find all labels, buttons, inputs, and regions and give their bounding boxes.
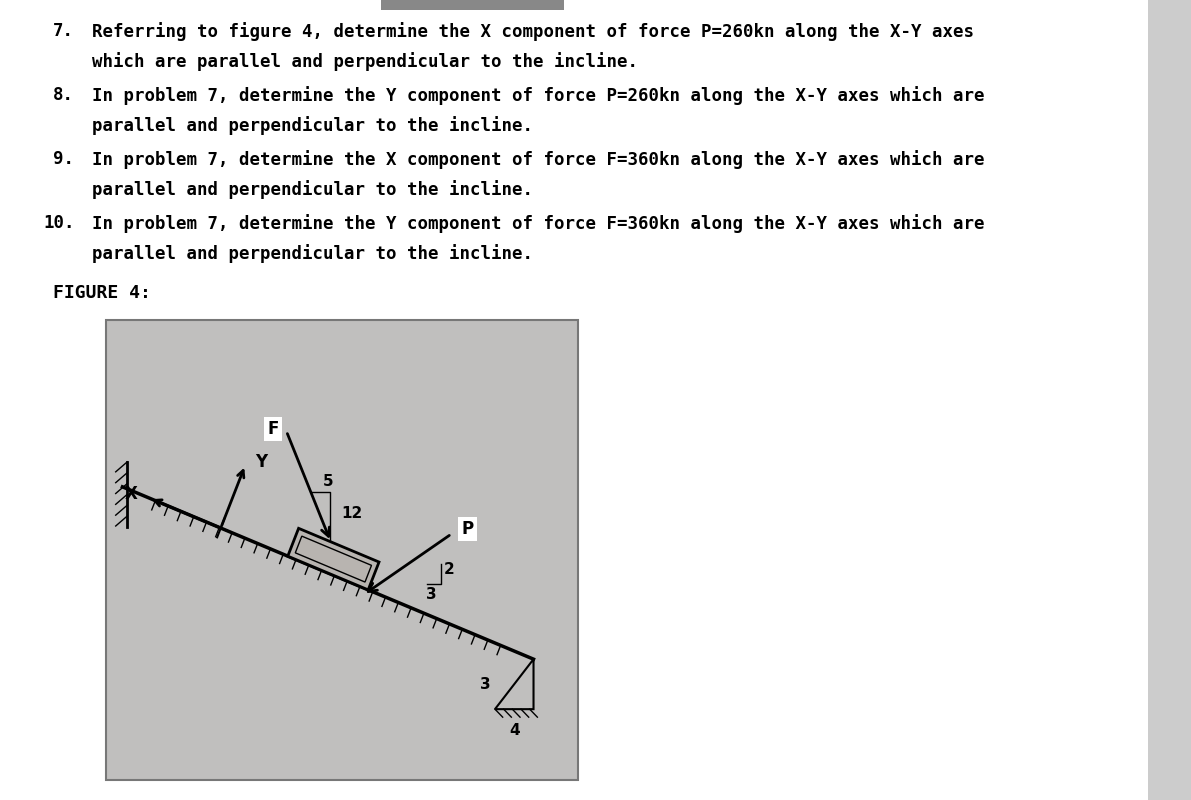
Text: 3: 3 xyxy=(480,677,491,692)
Bar xyxy=(106,320,579,780)
Text: parallel and perpendicular to the incline.: parallel and perpendicular to the inclin… xyxy=(92,180,532,199)
Text: 3: 3 xyxy=(426,587,437,602)
Text: P: P xyxy=(461,520,473,538)
Text: parallel and perpendicular to the incline.: parallel and perpendicular to the inclin… xyxy=(92,244,532,263)
Text: X: X xyxy=(125,485,138,503)
Text: 7.: 7. xyxy=(54,22,74,40)
Polygon shape xyxy=(288,528,379,590)
Text: 4: 4 xyxy=(509,723,519,738)
Text: In problem 7, determine the Y component of force P=260kn along the X-Y axes whic: In problem 7, determine the Y component … xyxy=(92,86,984,105)
Bar xyxy=(381,0,563,10)
Text: Referring to figure 4, determine the X component of force P=260kn along the X-Y : Referring to figure 4, determine the X c… xyxy=(92,22,973,41)
Text: 8.: 8. xyxy=(54,86,74,104)
Text: parallel and perpendicular to the incline.: parallel and perpendicular to the inclin… xyxy=(92,116,532,135)
Text: In problem 7, determine the Y component of force F=360kn along the X-Y axes whic: In problem 7, determine the Y component … xyxy=(92,214,984,233)
Text: 9.: 9. xyxy=(54,150,74,168)
Text: which are parallel and perpendicular to the incline.: which are parallel and perpendicular to … xyxy=(92,52,637,71)
Text: 12: 12 xyxy=(342,506,363,522)
Text: In problem 7, determine the X component of force F=360kn along the X-Y axes whic: In problem 7, determine the X component … xyxy=(92,150,984,169)
Text: 5: 5 xyxy=(323,474,333,490)
Text: FIGURE 4:: FIGURE 4: xyxy=(54,284,151,302)
Text: Y: Y xyxy=(255,453,267,471)
Text: F: F xyxy=(267,420,279,438)
Text: 2: 2 xyxy=(443,562,454,577)
Text: 10.: 10. xyxy=(43,214,75,232)
